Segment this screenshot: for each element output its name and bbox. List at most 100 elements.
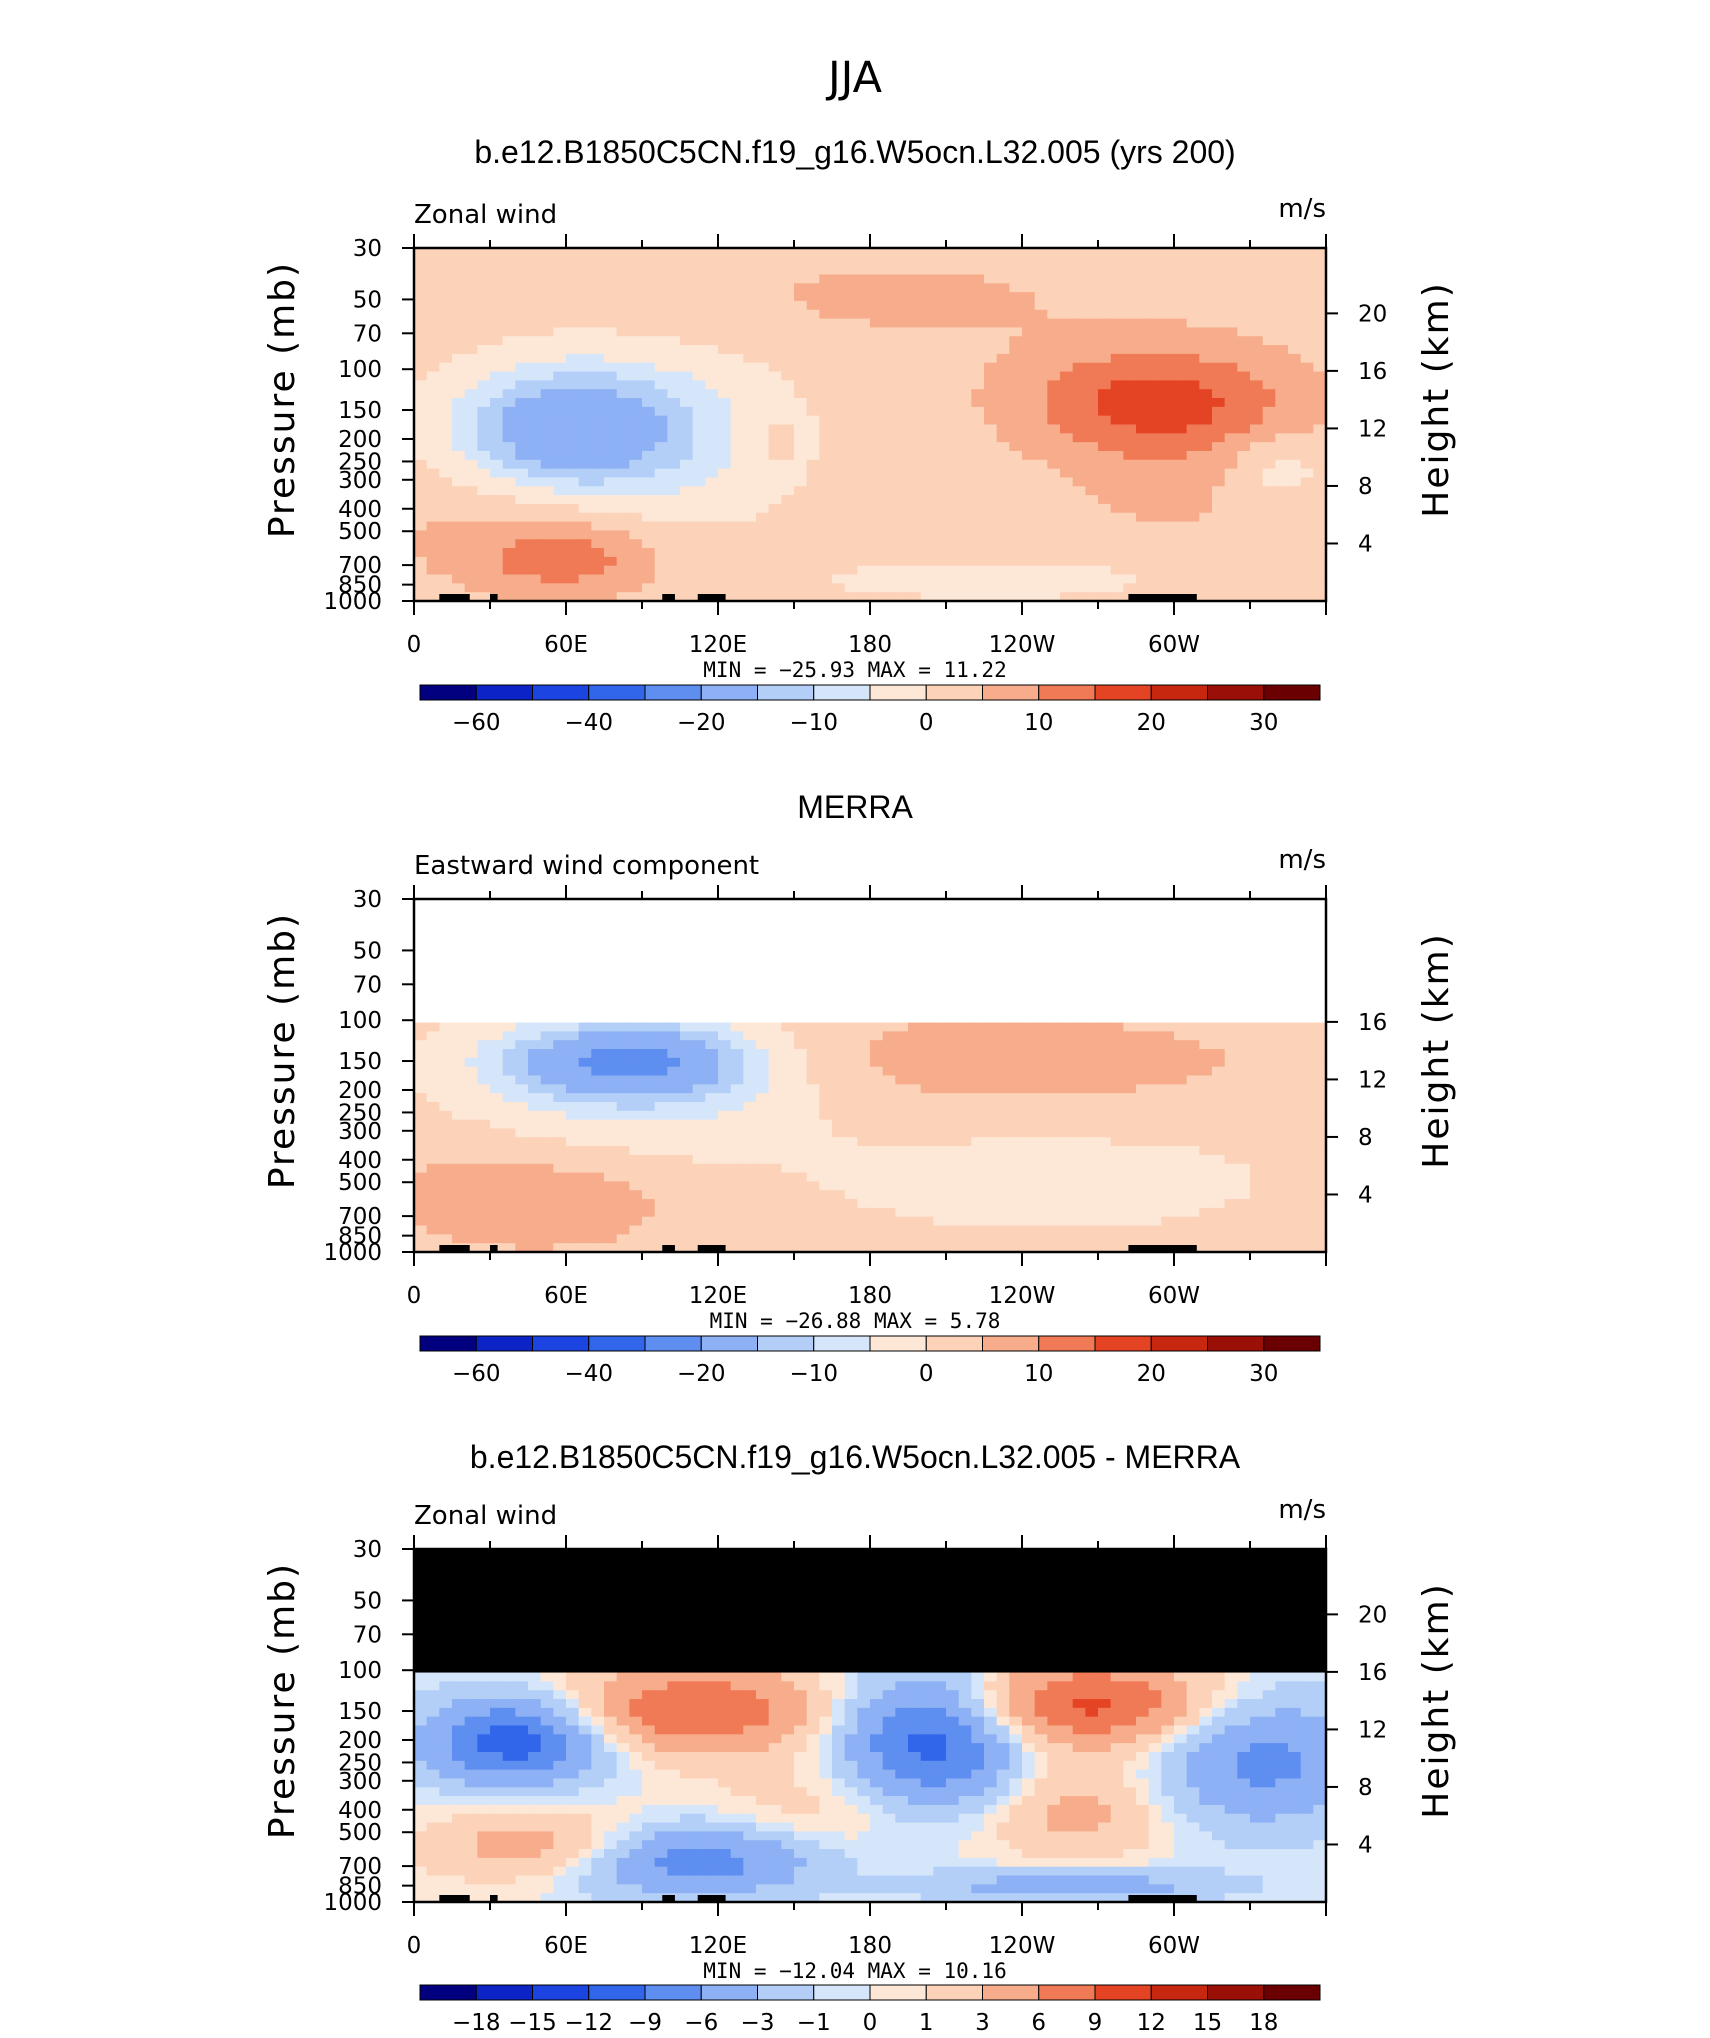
heatmap-cell: [667, 1119, 681, 1130]
heatmap-cell: [667, 398, 681, 408]
heatmap-cell: [1085, 1004, 1099, 1015]
heatmap-cell: [794, 459, 808, 470]
heatmap-cell: [933, 521, 947, 531]
heatmap-cell: [882, 1057, 896, 1068]
heatmap-cell: [1250, 274, 1264, 284]
heatmap-cell: [1212, 345, 1226, 355]
heatmap-cell: [882, 1066, 896, 1077]
heatmap-cell: [819, 265, 833, 276]
heatmap-cell: [528, 556, 542, 567]
heatmap-cell: [1174, 556, 1188, 567]
heatmap-cell: [1212, 1022, 1226, 1032]
heatmap-cell: [1262, 916, 1276, 927]
heatmap-cell: [629, 574, 643, 584]
heatmap-cell: [1300, 450, 1314, 461]
heatmap-cell: [616, 556, 630, 567]
heatmap-cell: [680, 1004, 694, 1015]
heatmap-cell: [616, 1128, 630, 1138]
heatmap-cell: [1300, 353, 1314, 364]
heatmap-cell: [667, 309, 681, 320]
heatmap-cell: [490, 274, 504, 284]
heatmap-cell: [730, 899, 744, 909]
heatmap-cell: [591, 318, 605, 329]
heatmap-cell: [933, 486, 947, 496]
heatmap-cell: [1288, 442, 1302, 452]
heatmap-cell: [768, 925, 782, 935]
heatmap-cell: [1262, 512, 1276, 523]
heatmap-cell: [832, 996, 846, 1006]
heatmap-cell: [1212, 459, 1226, 470]
heatmap-cell: [1300, 1128, 1314, 1138]
heatmap-cell: [528, 1110, 542, 1121]
heatmap-cell: [1250, 907, 1264, 918]
heatmap-cell: [414, 512, 428, 523]
heatmap-cell: [756, 318, 770, 329]
heatmap-cell: [502, 1128, 516, 1138]
heatmap-cell: [832, 415, 846, 426]
heatmap-cell: [1300, 362, 1314, 373]
heatmap-cell: [1275, 1075, 1289, 1085]
heatmap-cell: [477, 951, 491, 962]
heatmap-cell: [553, 415, 567, 426]
heatmap-cell: [654, 925, 668, 935]
heatmap-cell: [515, 274, 529, 284]
heatmap-cell: [819, 318, 833, 329]
heatmap-cell: [604, 459, 618, 470]
heatmap-cell: [502, 987, 516, 997]
heatmap-cell: [540, 318, 554, 329]
heatmap-cell: [768, 292, 782, 302]
heatmap-cell: [971, 1004, 985, 1015]
heatmap-cell: [452, 1119, 466, 1130]
heatmap-cell: [680, 592, 694, 602]
heatmap-cell: [452, 1137, 466, 1147]
heatmap-cell: [1199, 300, 1213, 311]
heatmap-cell: [1212, 300, 1226, 311]
heatmap-cell: [870, 442, 884, 452]
heatmap-cell: [528, 943, 542, 953]
heatmap-cell: [1123, 943, 1137, 953]
heatmap-cell: [1237, 574, 1251, 584]
heatmap-cell: [528, 934, 542, 944]
heatmap-cell: [1009, 292, 1023, 302]
heatmap-cell: [1148, 916, 1162, 927]
heatmap-cell: [958, 1004, 972, 1015]
heatmap-cell: [642, 380, 656, 390]
heatmap-cell: [1161, 318, 1175, 329]
heatmap-cell: [1034, 1128, 1048, 1138]
heatmap-cell: [958, 1049, 972, 1059]
heatmap-cell: [946, 574, 960, 584]
heatmap-cell: [680, 398, 694, 408]
heatmap-cell: [654, 459, 668, 470]
heatmap-cell: [870, 486, 884, 496]
heatmap-cell: [908, 406, 922, 417]
heatmap-cell: [654, 450, 668, 461]
heatmap-cell: [566, 521, 580, 531]
heatmap-cell: [920, 1093, 934, 1103]
heatmap-cell: [806, 978, 820, 988]
heatmap-cell: [553, 925, 567, 935]
heatmap-cell: [971, 450, 985, 461]
heatmap-cell: [1022, 1049, 1036, 1059]
heatmap-cell: [895, 336, 909, 346]
heatmap-cell: [578, 1004, 592, 1015]
heatmap-cell: [515, 592, 529, 602]
heatmap-cell: [464, 327, 478, 337]
heatmap-cell: [1098, 1128, 1112, 1138]
heatmap-cell: [705, 389, 719, 399]
heatmap-cell: [1186, 477, 1200, 487]
heatmap-cell: [1098, 468, 1112, 479]
heatmap-cell: [996, 1022, 1010, 1032]
heatmap-cell: [1034, 1049, 1048, 1059]
heatmap-cell: [730, 495, 744, 505]
heatmap-cell: [477, 486, 491, 496]
heatmap-cell: [768, 1022, 782, 1032]
heatmap-cell: [1110, 327, 1124, 337]
heatmap-cell: [477, 495, 491, 505]
heatmap-cell: [882, 951, 896, 962]
heatmap-cell: [1250, 336, 1264, 346]
heatmap-cell: [1300, 292, 1314, 302]
heatmap-cell: [806, 380, 820, 390]
heatmap-cell: [832, 978, 846, 988]
heatmap-cell: [756, 300, 770, 311]
heatmap-cell: [1224, 539, 1238, 549]
